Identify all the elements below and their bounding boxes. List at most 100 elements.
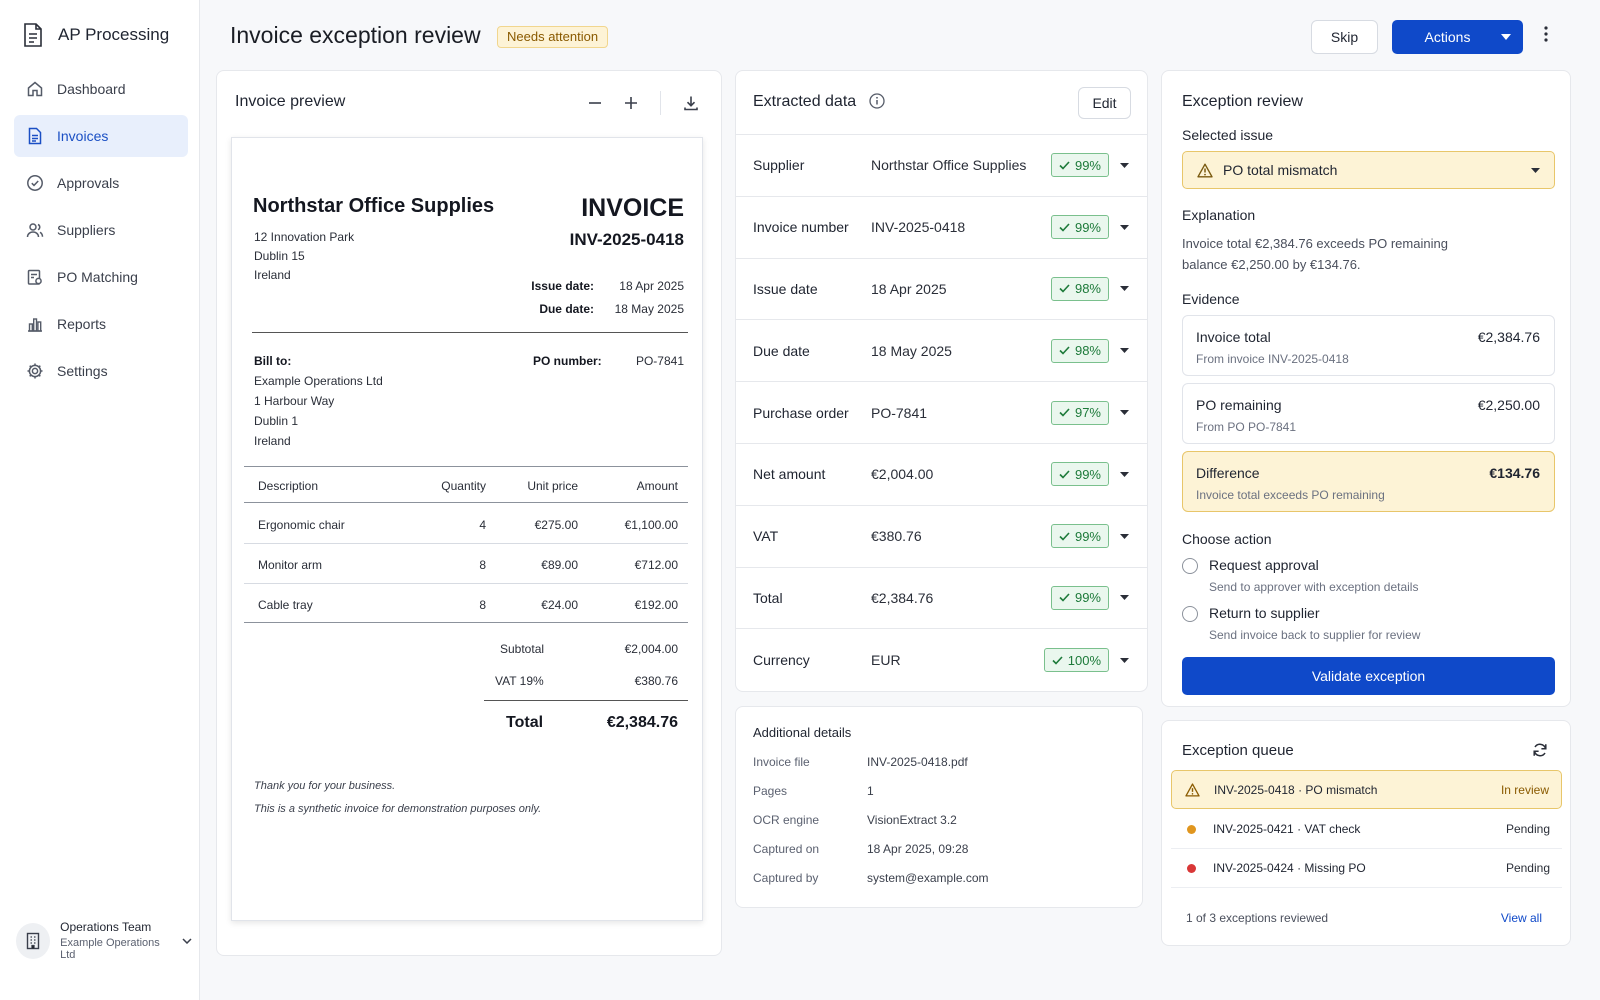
subtotal-label: Subtotal xyxy=(500,642,545,656)
queue-item-id: INV-2025-0421 xyxy=(1213,822,1294,836)
detail-label: Invoice file xyxy=(753,755,810,769)
skip-button[interactable]: Skip xyxy=(1311,20,1378,54)
field-value: €2,384.76 xyxy=(871,589,934,606)
extracted-field-row[interactable]: Currency EUR 100% xyxy=(736,629,1147,691)
sidebar-item-settings[interactable]: Settings xyxy=(14,350,188,392)
field-label: Due date xyxy=(753,342,810,359)
sidebar-item-reports[interactable]: Reports xyxy=(14,303,188,345)
queue-item-id: INV-2025-0418 xyxy=(1214,782,1295,797)
zoom-out-icon[interactable] xyxy=(588,96,602,110)
queue-item[interactable]: INV-2025-0418 · PO mismatch In review xyxy=(1171,770,1562,809)
check-icon xyxy=(1059,408,1070,417)
invoice-preview-title: Invoice preview xyxy=(235,93,346,110)
info-icon[interactable] xyxy=(869,93,885,109)
validate-exception-button[interactable]: Validate exception xyxy=(1182,657,1555,695)
caret-down-icon[interactable] xyxy=(1120,595,1129,601)
extracted-field-row[interactable]: Due date 18 May 2025 98% xyxy=(736,320,1147,383)
confidence-badge: 99% xyxy=(1050,153,1109,178)
sidebar-item-suppliers[interactable]: Suppliers xyxy=(14,209,188,251)
caret-down-icon[interactable] xyxy=(1120,533,1129,539)
team-switcher[interactable]: Operations Team Example Operations Ltd xyxy=(16,920,192,961)
more-options-icon[interactable] xyxy=(1544,26,1548,42)
detail-label: Captured on xyxy=(753,842,820,856)
extracted-field-row[interactable]: Invoice number INV-2025-0418 99% xyxy=(736,197,1147,259)
sidebar-item-po-matching[interactable]: PO Matching xyxy=(14,256,188,298)
warning-icon xyxy=(1197,163,1213,178)
exception-review-title: Exception review xyxy=(1182,93,1303,110)
check-icon xyxy=(1059,593,1070,603)
queue-item[interactable]: INV-2025-0424 · Missing PO Pending xyxy=(1171,849,1562,888)
field-label: VAT xyxy=(753,528,779,545)
document-icon xyxy=(22,22,44,48)
bill-to-line: Dublin 1 xyxy=(254,414,299,428)
radio-subtitle: Send to approver with exception details xyxy=(1209,580,1419,594)
queue-item-issue: VAT check xyxy=(1304,822,1361,836)
caret-down-icon[interactable] xyxy=(1489,20,1523,54)
detail-value: INV-2025-0418.pdf xyxy=(867,755,968,769)
users-icon xyxy=(26,221,44,239)
caret-down-icon[interactable] xyxy=(1120,224,1129,230)
invoice-document: Northstar Office Supplies 12 Innovation … xyxy=(231,137,703,921)
confidence-badge: 98% xyxy=(1050,338,1109,363)
queue-summary: 1 of 3 exceptions reviewed xyxy=(1186,911,1329,925)
extracted-field-row[interactable]: Purchase order PO-7841 97% xyxy=(736,382,1147,444)
download-icon[interactable] xyxy=(683,95,699,111)
actions-button[interactable]: Actions xyxy=(1392,20,1523,54)
request-approval-radio[interactable]: Request approval Send to approver with e… xyxy=(1182,557,1418,594)
line-item-quantity: 8 xyxy=(479,598,486,612)
radio-button[interactable] xyxy=(1182,606,1198,622)
sidebar-item-dashboard[interactable]: Dashboard xyxy=(14,68,188,110)
evidence-title: PO remaining xyxy=(1196,397,1282,413)
app-title: AP Processing xyxy=(58,25,170,44)
caret-down-icon[interactable] xyxy=(1120,348,1129,354)
caret-down-icon[interactable] xyxy=(1120,162,1129,168)
radio-button[interactable] xyxy=(1182,558,1198,574)
extracted-fields: Supplier Northstar Office Supplies 99% I… xyxy=(736,135,1147,691)
caret-down-icon[interactable] xyxy=(1120,286,1129,292)
extracted-field-row[interactable]: Net amount €2,004.00 99% xyxy=(736,444,1147,506)
return-to-supplier-radio[interactable]: Return to supplier Send invoice back to … xyxy=(1182,605,1420,642)
caret-down-icon[interactable] xyxy=(1120,657,1129,663)
exception-review-panel: Exception review Selected issue PO total… xyxy=(1161,70,1571,707)
extracted-field-row[interactable]: VAT €380.76 99% xyxy=(736,506,1147,568)
explanation-text: Invoice total €2,384.76 exceeds PO remai… xyxy=(1182,236,1448,272)
check-icon xyxy=(1059,161,1070,170)
invoice-supplier-address-line: 12 Innovation Park xyxy=(254,230,355,244)
evidence-subtitle: From invoice INV-2025-0418 xyxy=(1196,352,1349,366)
divider xyxy=(484,700,688,701)
sidebar-item-invoices[interactable]: Invoices xyxy=(14,115,188,157)
invoice-supplier-address-line: Ireland xyxy=(254,268,291,282)
invoice-number: INV-2025-0418 xyxy=(569,230,684,249)
field-label: Supplier xyxy=(753,157,805,174)
selected-issue-select[interactable]: PO total mismatch xyxy=(1182,151,1555,189)
confidence-badge: 98% xyxy=(1050,276,1109,301)
refresh-icon[interactable] xyxy=(1532,742,1548,758)
confidence-value: 100% xyxy=(1067,652,1101,668)
invoice-supplier-name: Northstar Office Supplies xyxy=(253,195,495,217)
extracted-field-row[interactable]: Issue date 18 Apr 2025 98% xyxy=(736,259,1147,321)
additional-details-title: Additional details xyxy=(753,725,852,740)
bill-to-label: Bill to: xyxy=(254,354,292,368)
caret-down-icon[interactable] xyxy=(1120,410,1129,416)
extracted-field-row[interactable]: Supplier Northstar Office Supplies 99% xyxy=(736,135,1147,197)
check-icon xyxy=(1059,284,1070,294)
field-label: Net amount xyxy=(753,466,826,483)
extracted-field-row[interactable]: Total €2,384.76 99% xyxy=(736,568,1147,630)
confidence-value: 97% xyxy=(1074,405,1101,421)
toolbar-divider xyxy=(660,91,661,115)
invoice-heading: INVOICE xyxy=(581,194,684,222)
view-all-link[interactable]: View all xyxy=(1500,911,1542,925)
caret-down-icon[interactable] xyxy=(1120,471,1129,477)
field-value: PO-7841 xyxy=(871,404,928,421)
queue-item[interactable]: INV-2025-0421 · VAT check Pending xyxy=(1171,810,1562,849)
confidence-badge: 99% xyxy=(1050,215,1109,240)
choose-action-label: Choose action xyxy=(1182,531,1272,547)
field-value: €380.76 xyxy=(871,528,922,545)
field-value: INV-2025-0418 xyxy=(871,219,966,236)
home-icon xyxy=(26,80,44,98)
line-item-quantity: 8 xyxy=(479,558,486,572)
zoom-in-icon[interactable] xyxy=(624,96,638,110)
sidebar-item-approvals[interactable]: Approvals xyxy=(14,162,188,204)
confidence-value: 99% xyxy=(1074,219,1101,235)
edit-button[interactable]: Edit xyxy=(1078,87,1131,119)
